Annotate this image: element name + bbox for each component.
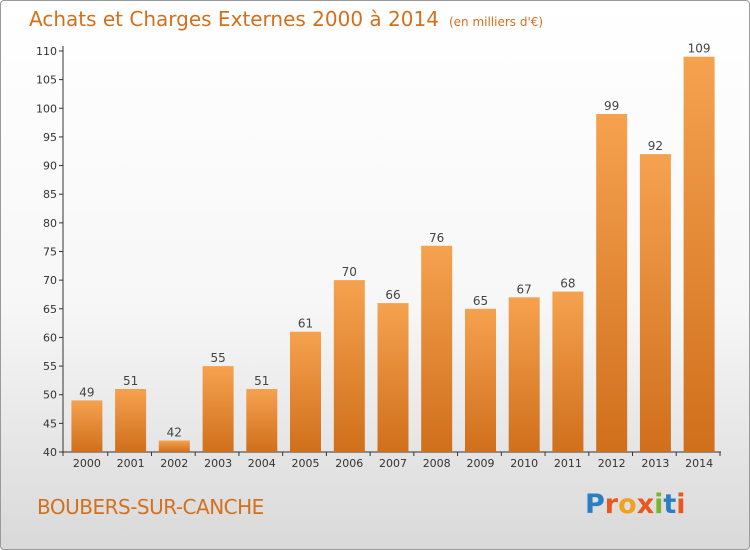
proxiti-logo: Proxiti xyxy=(585,489,686,520)
logo-letter: o xyxy=(618,489,637,520)
chart-unit: (en milliers d'€) xyxy=(448,15,544,29)
logo-letter: r xyxy=(604,489,619,520)
x-tick-label: 2014 xyxy=(685,457,713,470)
bar xyxy=(508,297,540,452)
y-tick-label: 100 xyxy=(36,102,57,115)
y-tick-label: 85 xyxy=(43,188,57,201)
bar xyxy=(596,114,628,452)
bar-value-label: 61 xyxy=(298,317,313,331)
x-tick-label: 2011 xyxy=(554,457,582,470)
bar xyxy=(465,308,496,452)
place-name: BOUBERS-SUR-CANCHE xyxy=(37,495,264,519)
bar-value-label: 66 xyxy=(385,288,400,302)
x-tick-label: 2009 xyxy=(467,457,495,470)
x-tick-label: 2003 xyxy=(204,457,232,470)
bar-value-label: 67 xyxy=(517,282,532,296)
x-tick-label: 2001 xyxy=(117,457,145,470)
bar xyxy=(158,440,190,452)
x-tick-label: 2004 xyxy=(248,457,276,470)
bar-value-label: 109 xyxy=(688,42,711,56)
y-tick-label: 70 xyxy=(43,274,57,287)
x-tick-label: 2012 xyxy=(598,457,626,470)
bar xyxy=(71,400,103,452)
logo-letter: i xyxy=(676,489,686,520)
bar-value-label: 42 xyxy=(167,426,182,440)
y-tick-label: 110 xyxy=(36,45,57,58)
bar xyxy=(639,154,671,452)
bar-value-label: 55 xyxy=(210,351,225,365)
bar-value-label: 51 xyxy=(123,374,138,388)
y-tick-label: 75 xyxy=(43,246,57,259)
y-tick-label: 45 xyxy=(43,417,57,430)
chart-title: Achats et Charges Externes 2000 à 2014 xyxy=(29,7,439,31)
bar-value-label: 76 xyxy=(429,231,444,245)
bar xyxy=(333,280,365,452)
bar-value-label: 68 xyxy=(560,277,575,291)
y-tick-label: 80 xyxy=(43,217,57,230)
x-tick-label: 2000 xyxy=(73,457,101,470)
bar xyxy=(246,389,278,452)
y-tick-label: 65 xyxy=(43,303,57,316)
y-tick-label: 55 xyxy=(43,360,57,373)
x-tick-label: 2006 xyxy=(335,457,363,470)
bar xyxy=(552,291,584,452)
x-tick-label: 2008 xyxy=(423,457,451,470)
y-tick-label: 95 xyxy=(43,131,57,144)
logo-letter: i xyxy=(654,489,664,520)
bar-value-label: 70 xyxy=(342,265,357,279)
bar-value-label: 92 xyxy=(648,139,663,153)
title-row: Achats et Charges Externes 2000 à 2014 (e… xyxy=(29,7,543,31)
bar xyxy=(115,389,147,452)
x-tick-label: 2013 xyxy=(641,457,669,470)
bar xyxy=(202,366,234,452)
x-tick-label: 2010 xyxy=(510,457,538,470)
y-tick-label: 60 xyxy=(43,331,57,344)
bar xyxy=(377,303,409,452)
bar xyxy=(683,56,715,452)
y-tick-label: 50 xyxy=(43,389,57,402)
bar xyxy=(421,245,453,452)
logo-letter: x xyxy=(636,489,655,520)
x-tick-label: 2005 xyxy=(292,457,320,470)
logo-letter: t xyxy=(663,489,677,520)
y-tick-label: 105 xyxy=(36,74,57,87)
bar-value-label: 51 xyxy=(254,374,269,388)
x-tick-label: 2002 xyxy=(160,457,188,470)
bar xyxy=(290,331,321,452)
bar-value-label: 49 xyxy=(79,385,94,399)
bar-value-label: 99 xyxy=(604,99,619,113)
x-tick-label: 2007 xyxy=(379,457,407,470)
y-tick-label: 90 xyxy=(43,160,57,173)
bar-value-label: 65 xyxy=(473,294,488,308)
y-tick-label: 40 xyxy=(43,446,57,459)
logo-letter: P xyxy=(585,489,605,520)
